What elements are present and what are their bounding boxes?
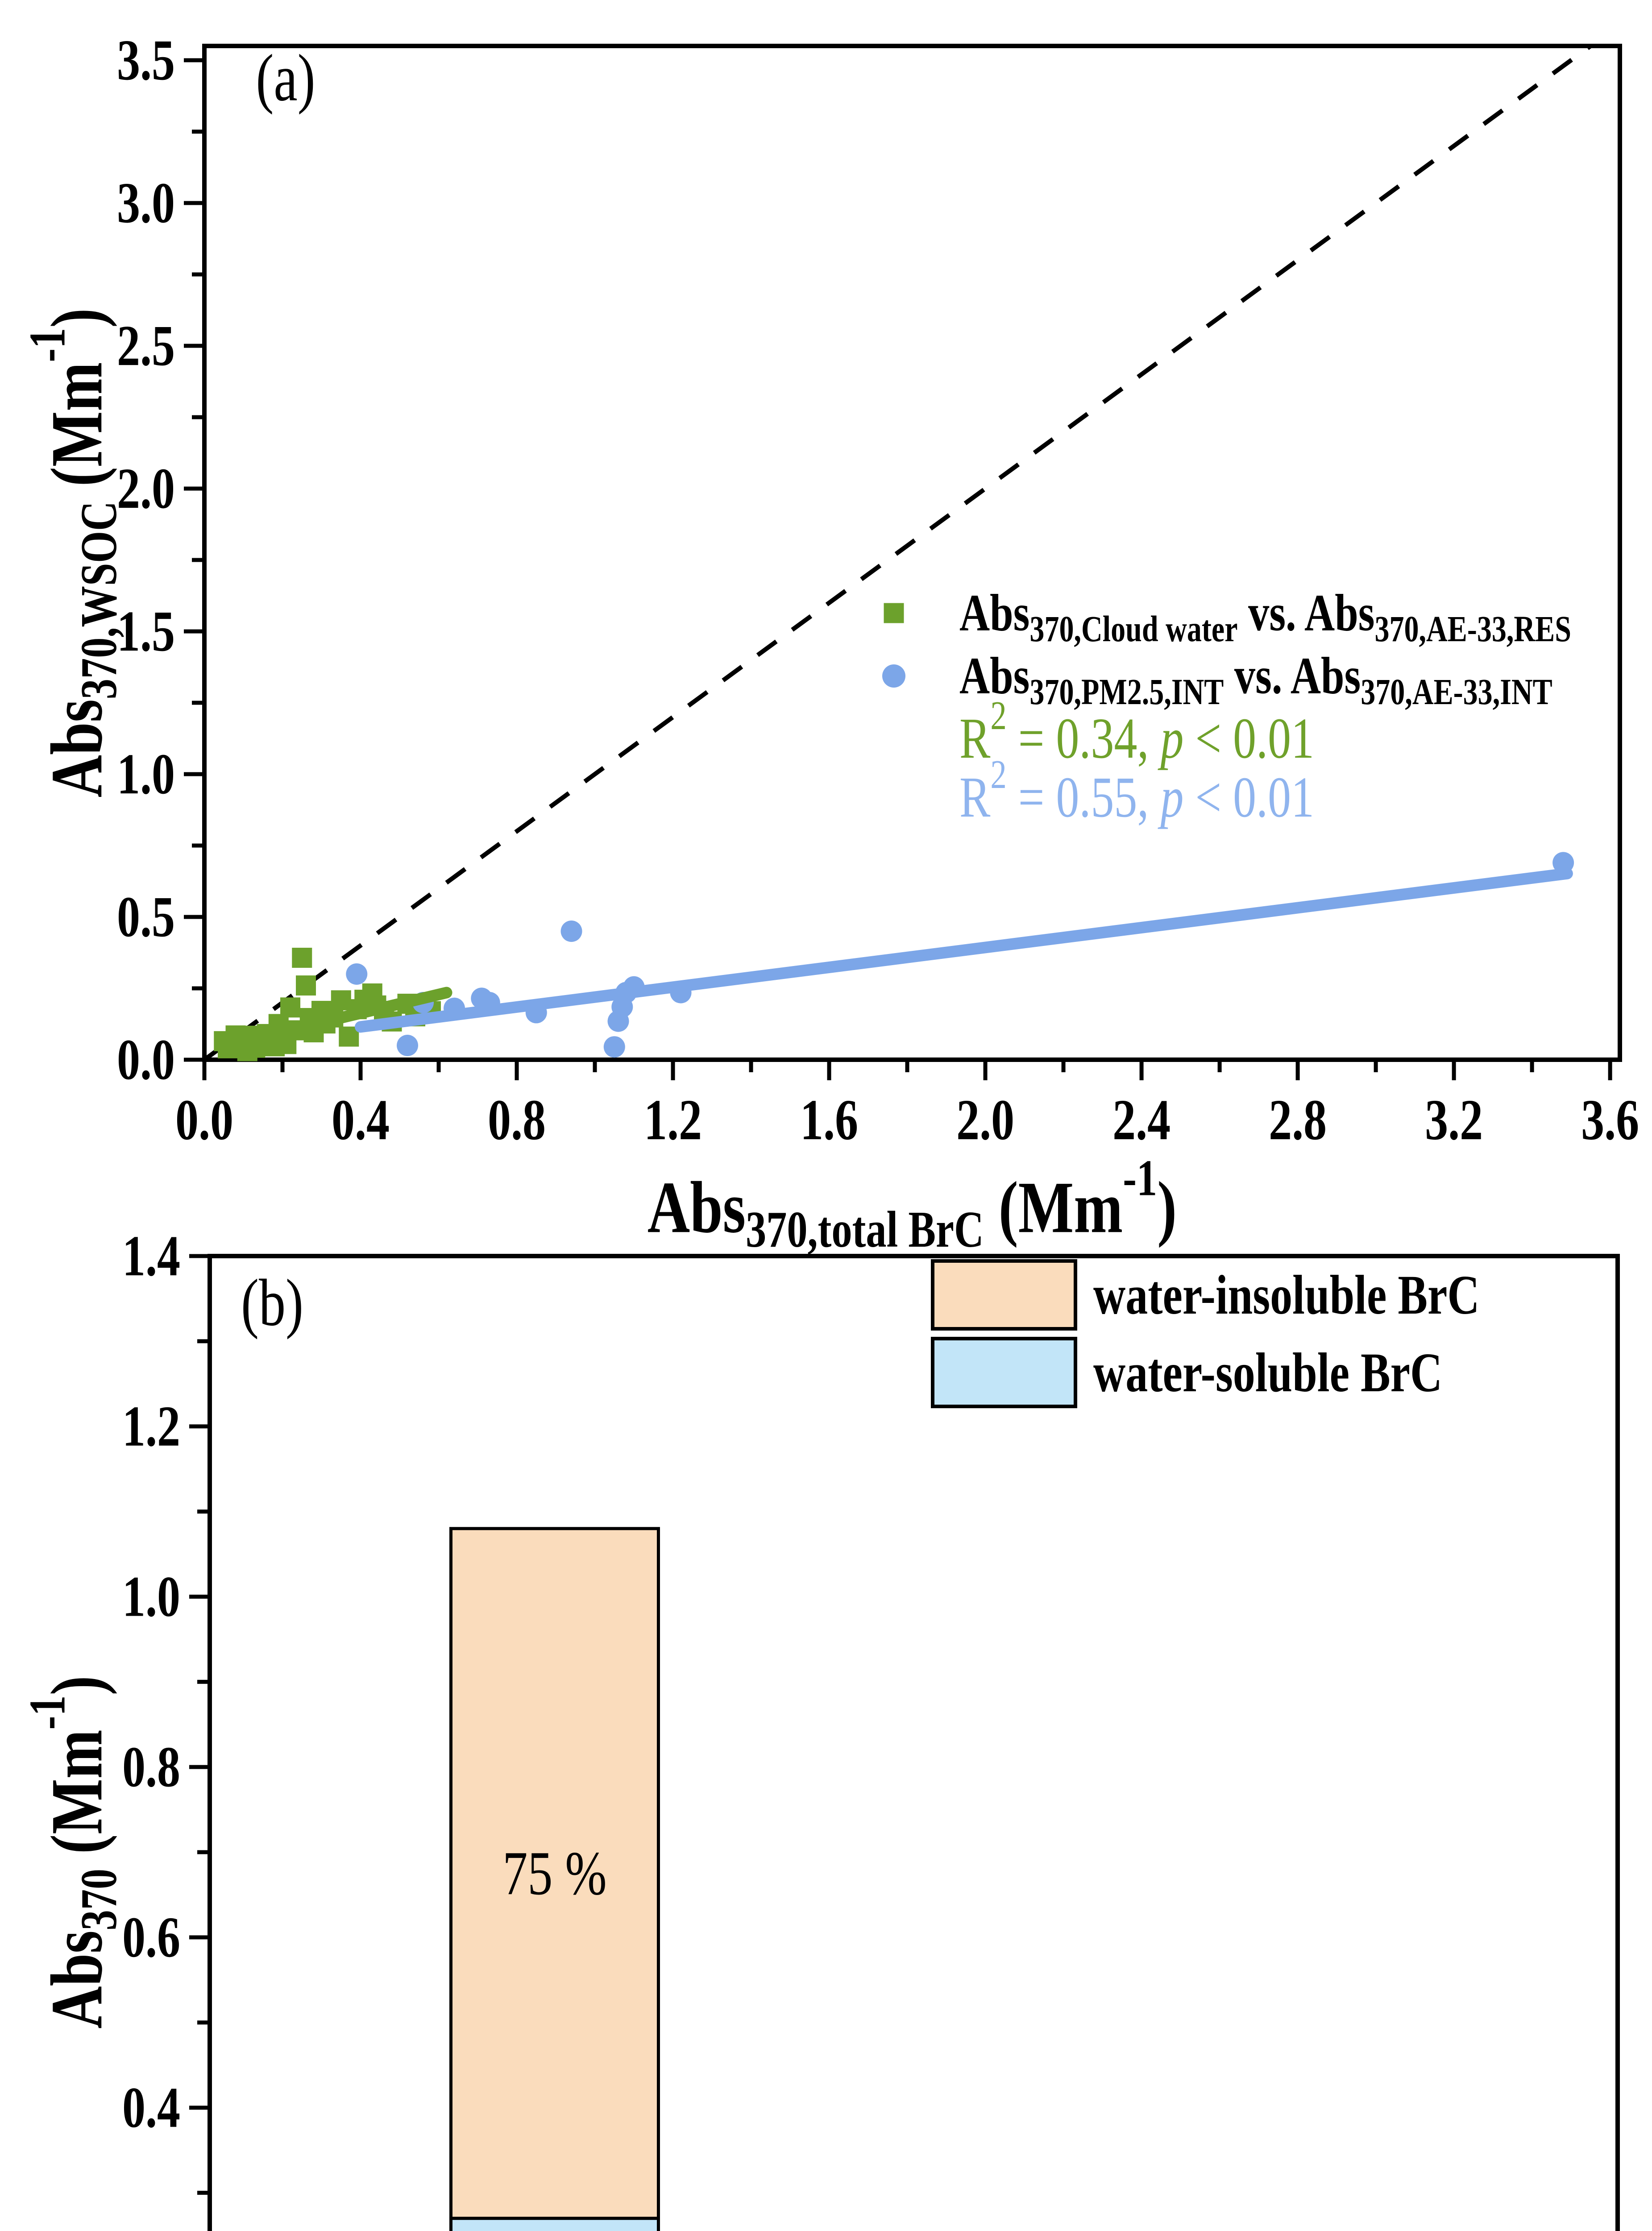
legend-circle-marker <box>882 664 905 688</box>
legend-label-water-insoluble: water-insoluble BrC <box>1093 1264 1480 1326</box>
x-axis-tick-label: 0.8 <box>488 1088 546 1152</box>
scatter-point-cloud-water <box>292 948 312 968</box>
y-axis-tick-label: 2.0 <box>117 456 175 521</box>
scatter-point-cloud-water <box>296 975 316 996</box>
x-axis-tick-label-content: 0.8 <box>488 1088 546 1152</box>
x-axis-tick-label: 2.8 <box>1269 1088 1327 1152</box>
legend-label-water-soluble-content: water-soluble BrC <box>1093 1342 1442 1403</box>
panel-b-y-axis-title: Abs370 (Mm-1) <box>19 1675 128 2028</box>
x-axis-tick-label: 2.0 <box>956 1088 1014 1152</box>
legend-entry-pm25-int: Abs370,PM2.5,INT vs. Abs370,AE-33,INT <box>959 647 1552 712</box>
legend-entry-pm25-int-content: Abs370,PM2.5,INT vs. Abs370,AE-33,INT <box>959 647 1552 712</box>
y-axis-tick-label-content: 3.0 <box>117 171 175 235</box>
panel-b-y-axis-title-content: Abs370 (Mm-1) <box>19 1675 128 2028</box>
panel-b-y-tick-label-content: 0.6 <box>122 1905 180 1970</box>
x-axis-tick-label-content: 0.4 <box>332 1088 390 1152</box>
panel-a-y-axis-title: Abs370,WSOC (Mm-1) <box>19 308 128 798</box>
legend-swatch-water-soluble <box>931 1337 1077 1408</box>
panel-a-tag-content: (a) <box>256 41 315 115</box>
x-axis-tick-label: 0.4 <box>332 1088 390 1152</box>
scatter-point-pm25-int <box>397 1035 419 1056</box>
panel-a-x-axis-title-content: Abs370,total BrC (Mm-1) <box>648 1149 1177 1258</box>
bar-percentage-label-content: 75 % <box>502 1839 606 1908</box>
y-axis-tick-label-content: 3.5 <box>117 28 175 92</box>
x-axis-tick-label-content: 2.0 <box>956 1088 1014 1152</box>
panel-b-bar-chart: 0.00.20.40.60.81.01.21.475 %Cloud INT48 … <box>19 1224 1620 2231</box>
x-axis-tick-label-content: 1.2 <box>644 1088 702 1152</box>
y-axis-tick-label: 2.5 <box>117 314 175 378</box>
x-axis-tick-label-content: 2.8 <box>1269 1088 1327 1152</box>
legend-label-water-soluble: water-soluble BrC <box>1093 1342 1442 1403</box>
y-axis-tick-label: 1.0 <box>117 742 175 806</box>
panel-b-y-tick-label-content: 0.8 <box>122 1735 180 1799</box>
r-squared-green-label-content: R2 = 0.34, p < 0.01 <box>959 693 1314 771</box>
y-axis-tick-label-content: 2.0 <box>117 456 175 521</box>
panel-b-y-tick-label: 1.2 <box>122 1394 180 1459</box>
y-axis-tick-label-content: 1.5 <box>117 599 175 663</box>
scatter-point-cloud-water <box>280 997 301 1018</box>
panel-b-y-tick-label-content: 1.2 <box>122 1394 180 1459</box>
x-axis-tick-label: 0.0 <box>175 1088 233 1152</box>
y-axis-tick-label: 0.5 <box>117 885 175 949</box>
panel-b-legend: water-insoluble BrC water-soluble BrC <box>931 1259 1480 1408</box>
legend-label-water-insoluble-content: water-insoluble BrC <box>1093 1264 1480 1326</box>
x-axis-tick-label: 2.4 <box>1112 1088 1171 1152</box>
y-axis-tick-label: 3.0 <box>117 171 175 235</box>
bar-percentage-label: 75 % <box>502 1839 606 1908</box>
y-axis-tick-label-content: 0.0 <box>117 1028 175 1092</box>
x-axis-tick-label: 3.2 <box>1425 1088 1483 1152</box>
panel-b-plot-border <box>208 1254 1620 2231</box>
panel-b-y-tick-label-content: 1.4 <box>122 1224 180 1288</box>
x-axis-tick-label: 1.2 <box>644 1088 702 1152</box>
panel-b-y-tick-label: 1.4 <box>122 1224 180 1288</box>
y-axis-tick-label: 0.0 <box>117 1028 175 1092</box>
r-squared-green-label: R2 = 0.34, p < 0.01 <box>959 693 1314 771</box>
panel-a-scatter-chart: 0.0 0.4 0.8 1.2 1.6 2.0 2.4 2.8 3.2 3.6 0.0 0.5 1.0 1… <box>19 28 1639 1258</box>
panel-b-tag-content: (b) <box>241 1266 303 1340</box>
r-squared-blue-label: R2 = 0.55, p < 0.01 <box>959 752 1314 829</box>
panel-b-y-tick-label: 0.4 <box>122 2076 180 2140</box>
one-to-one-dashed-line <box>203 44 1592 1062</box>
panel-b-tag: (b) <box>241 1266 303 1340</box>
panel-b-y-tick-label: 1.0 <box>122 1565 180 1629</box>
panel-a-legend: Abs370,Cloud water vs. Abs370,AE-33,RESA… <box>882 584 1571 829</box>
blue-fit-line <box>355 867 1573 1033</box>
panel-a-plot-border <box>202 44 1622 1062</box>
y-axis-tick-label-content: 2.5 <box>117 314 175 378</box>
x-axis-tick-label-content: 3.2 <box>1425 1088 1483 1152</box>
x-axis-tick-label: 3.6 <box>1581 1088 1639 1152</box>
panel-a-tag: (a) <box>256 41 315 115</box>
legend-entry-cloud-water-content: Abs370,Cloud water vs. Abs370,AE-33,RES <box>959 584 1571 649</box>
x-axis-tick-label-content: 2.4 <box>1112 1088 1171 1152</box>
y-axis-tick-label: 3.5 <box>117 28 175 92</box>
panel-b-y-tick-label: 0.8 <box>122 1735 180 1799</box>
bar-insoluble-cloud-int <box>449 1527 660 2220</box>
x-axis-tick-label-content: 1.6 <box>800 1088 858 1152</box>
scatter-point-pm25-int <box>603 1036 625 1058</box>
y-axis-tick-label-content: 0.5 <box>117 885 175 949</box>
panel-a-x-axis-title: Abs370,total BrC (Mm-1) <box>648 1149 1177 1258</box>
panel-b-y-tick-label-content: 1.0 <box>122 1565 180 1629</box>
bar-soluble-cloud-int <box>449 2217 660 2231</box>
r-squared-blue-label-content: R2 = 0.55, p < 0.01 <box>959 752 1314 829</box>
legend-swatch-water-insoluble <box>931 1259 1077 1331</box>
y-axis-tick-label-content: 1.0 <box>117 742 175 806</box>
panel-b-y-tick-label: 0.6 <box>122 1905 180 1970</box>
scatter-point-pm25-int <box>560 921 582 942</box>
legend-entry-cloud-water: Abs370,Cloud water vs. Abs370,AE-33,RES <box>959 584 1571 649</box>
x-axis-tick-label: 1.6 <box>800 1088 858 1152</box>
scatter-point-pm25-int <box>346 963 368 985</box>
y-axis-tick-label: 1.5 <box>117 599 175 663</box>
scatter-point-cloud-water <box>339 1026 359 1047</box>
panel-a-y-axis-title-content: Abs370,WSOC (Mm-1) <box>19 308 128 798</box>
x-axis-tick-label-content: 0.0 <box>175 1088 233 1152</box>
green-fit-line <box>233 987 452 1048</box>
legend-square-marker <box>884 603 904 623</box>
x-axis-tick-label-content: 3.6 <box>1581 1088 1639 1152</box>
panel-b-y-tick-label-content: 0.4 <box>122 2076 180 2140</box>
